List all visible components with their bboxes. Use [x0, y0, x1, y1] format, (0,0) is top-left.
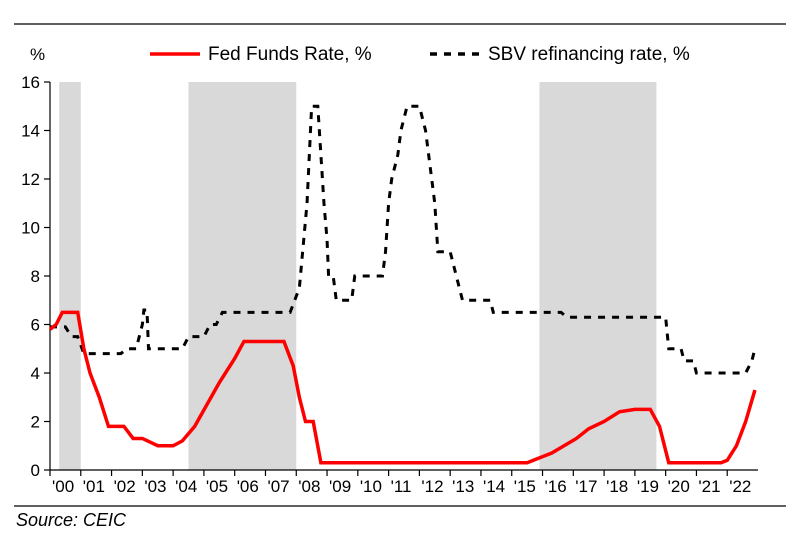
x-tick-label: '16 — [545, 477, 567, 496]
x-tick-label: '17 — [575, 477, 597, 496]
x-tick-label: '04 — [175, 477, 197, 496]
x-tick-label: '02 — [114, 477, 136, 496]
x-tick-label: '05 — [206, 477, 228, 496]
y-tick-label: 16 — [21, 73, 40, 92]
x-tick-label: '01 — [83, 477, 105, 496]
x-tick-label: '11 — [391, 477, 412, 496]
x-tick-label: '09 — [329, 477, 351, 496]
y-axis: 0 2 4 6 8 10 12 14 16 — [21, 73, 50, 480]
y-tick-label: 4 — [31, 364, 40, 383]
recession-bands — [59, 82, 656, 470]
y-tick-label: 12 — [21, 170, 40, 189]
x-tick-label: '21 — [698, 477, 720, 496]
shaded-band — [539, 82, 656, 470]
rates-chart: 0246810121416 '00'01'02'03'04'05'06'07'0… — [0, 0, 800, 534]
x-tick-label: '12 — [421, 477, 443, 496]
y-tick-label: 10 — [21, 219, 40, 238]
y-tick-label: 8 — [31, 267, 40, 286]
x-tick-label: '14 — [483, 477, 505, 496]
y-tick-label: 14 — [21, 122, 40, 141]
x-tick-label: '22 — [729, 477, 751, 496]
x-tick-label: '00 — [52, 477, 74, 496]
legend-label-fed: Fed Funds Rate, % — [208, 44, 372, 65]
x-axis: '00 '01 '02 '03 '04 '05 '06 '07 '08 '09 '10 '11 '12 '… — [50, 470, 758, 496]
shaded-band — [59, 82, 81, 470]
x-tick-label: '08 — [298, 477, 320, 496]
legend-label-sbv: SBV refinancing rate, % — [488, 44, 690, 65]
x-tick-label: '20 — [668, 477, 690, 496]
x-tick-label: '19 — [637, 477, 659, 496]
legend: Fed Funds Rate, % SBV refinancing rate, … — [150, 44, 690, 65]
x-tick-label: '07 — [267, 477, 289, 496]
x-tick-label: '03 — [144, 477, 166, 496]
x-tick-label: '13 — [452, 477, 474, 496]
y-axis-unit-label: % — [30, 45, 45, 64]
x-tick-label: '18 — [606, 477, 628, 496]
y-tick-label: 0 — [31, 461, 40, 480]
y-tick-label: 2 — [31, 413, 40, 432]
source-label: Source: CEIC — [16, 510, 127, 530]
x-tick-label: '06 — [237, 477, 259, 496]
x-tick-label: '15 — [514, 477, 536, 496]
y-tick-label: 6 — [31, 316, 40, 335]
x-tick-label: '10 — [360, 477, 382, 496]
